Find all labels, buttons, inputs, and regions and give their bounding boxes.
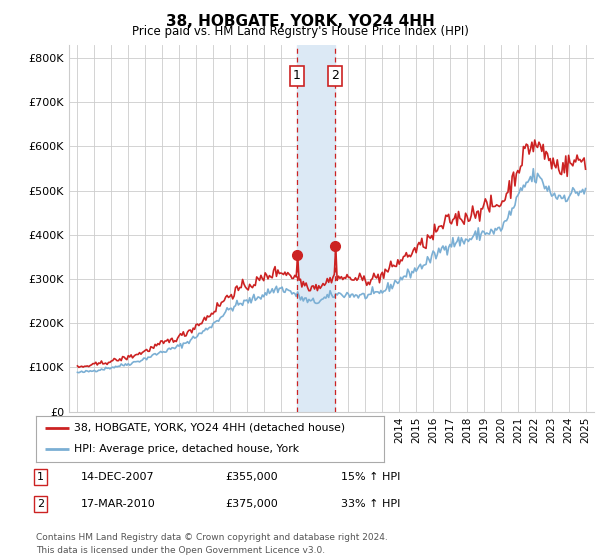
Text: 17-MAR-2010: 17-MAR-2010 (81, 499, 156, 509)
Text: 1: 1 (293, 69, 301, 82)
Text: Price paid vs. HM Land Registry's House Price Index (HPI): Price paid vs. HM Land Registry's House … (131, 25, 469, 38)
Text: 14-DEC-2007: 14-DEC-2007 (81, 472, 155, 482)
Bar (297, 45, 335, 412)
Text: 1: 1 (37, 472, 44, 482)
Text: £375,000: £375,000 (225, 499, 278, 509)
Text: 33% ↑ HPI: 33% ↑ HPI (341, 499, 400, 509)
Text: 15% ↑ HPI: 15% ↑ HPI (341, 472, 400, 482)
Text: Contains HM Land Registry data © Crown copyright and database right 2024.
This d: Contains HM Land Registry data © Crown c… (36, 533, 388, 554)
Text: 38, HOBGATE, YORK, YO24 4HH (detached house): 38, HOBGATE, YORK, YO24 4HH (detached ho… (74, 423, 346, 432)
Text: 2: 2 (37, 499, 44, 509)
Text: 38, HOBGATE, YORK, YO24 4HH: 38, HOBGATE, YORK, YO24 4HH (166, 14, 434, 29)
Text: HPI: Average price, detached house, York: HPI: Average price, detached house, York (74, 444, 299, 454)
Text: 2: 2 (331, 69, 339, 82)
Text: £355,000: £355,000 (225, 472, 278, 482)
